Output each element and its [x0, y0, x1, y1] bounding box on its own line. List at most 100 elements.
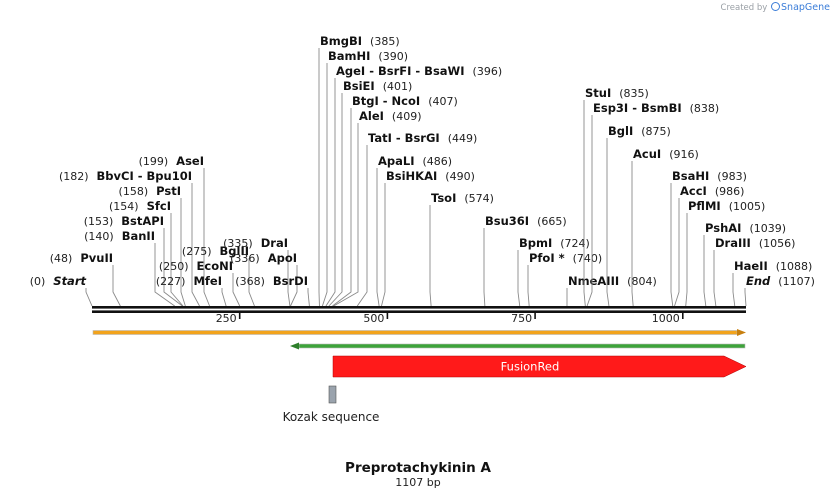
site-position: (409) [392, 110, 422, 123]
site-position: (390) [378, 50, 408, 63]
site-leader-line [232, 273, 241, 307]
site-nmeaiii[interactable]: NmeAIII (804) [566, 274, 657, 307]
site-bsrdi[interactable]: BsrDI (368) [235, 274, 310, 307]
site-agei-bsrfi-bsawi[interactable]: AgeI - BsrFI - BsaWI (396) [325, 64, 502, 307]
site-esp3i-bsmbi[interactable]: Esp3I - BsmBI (838) [586, 101, 719, 307]
site-name: HaeII [734, 259, 768, 273]
site-position: (983) [717, 170, 747, 183]
site-draiii[interactable]: DraIII (1056) [713, 236, 796, 307]
orf-forward-arrowhead [737, 329, 746, 336]
site-btgi-ncoi[interactable]: BtgI - NcoI (407) [332, 94, 458, 307]
site-name: BsiHKAI [386, 169, 437, 183]
site-tati-bsrgi[interactable]: TatI - BsrGI (449) [356, 131, 477, 307]
site-psti[interactable]: PstI (158) [119, 184, 186, 307]
site-bsihkai[interactable]: BsiHKAI (490) [381, 169, 475, 307]
site-leader-line [517, 250, 521, 307]
site-name: AleI [359, 109, 384, 123]
site-position: (804) [627, 275, 657, 288]
backbone-strand-top [92, 306, 746, 309]
site-pfoi[interactable]: PfoI * (740) [527, 251, 602, 307]
site-position: (227) [156, 275, 186, 288]
site-bsu36i[interactable]: Bsu36I (665) [483, 214, 567, 307]
site-leader-line [290, 265, 298, 307]
site-tsoi[interactable]: TsoI (574) [429, 191, 494, 307]
feature-fusionred[interactable]: FusionRed [332, 355, 747, 378]
site-leader-line [583, 100, 586, 307]
site-bamhi[interactable]: BamHI (390) [321, 49, 408, 307]
site-name: BmgBI [320, 34, 362, 48]
site-bmgbi[interactable]: BmgBI (385) [318, 34, 400, 307]
site-leader-line [332, 108, 352, 307]
site-asei[interactable]: AseI (199) [139, 154, 210, 307]
site-acci[interactable]: AccI (986) [674, 184, 745, 307]
orf-reverse[interactable] [290, 342, 746, 350]
site-alei[interactable]: AleI (409) [333, 109, 422, 307]
site-leader-line [170, 213, 184, 307]
site-bglii[interactable]: BglII (275) [182, 244, 255, 307]
site-pshai[interactable]: PshAI (1039) [703, 221, 786, 307]
site-apali[interactable]: ApaLI (486) [376, 154, 453, 307]
site-leader-line [713, 250, 717, 307]
site-leader-line [674, 198, 680, 307]
axis-tick-label-250: 250 [216, 312, 237, 325]
site-banii[interactable]: BanII (140) [84, 229, 175, 307]
site-position: (275) [182, 245, 212, 258]
site-stui[interactable]: StuI (835) [583, 86, 649, 307]
fusionred-arrow [332, 355, 747, 378]
site-econi[interactable]: EcoNI (250) [159, 259, 241, 307]
site-name: BbvCI - Bpu10I [97, 169, 192, 183]
site-name: BtgI - NcoI [352, 94, 420, 108]
site-position: (401) [383, 80, 413, 93]
site-position: (1056) [759, 237, 796, 250]
site-bstapi[interactable]: BstAPI (153) [84, 214, 183, 307]
site-leader-line [732, 273, 736, 307]
site-bsahi[interactable]: BsaHI (983) [670, 169, 747, 307]
site-leader-line [180, 198, 186, 307]
site-name: TatI - BsrGI [368, 131, 440, 145]
site-position: (154) [109, 200, 139, 213]
site-leader-line [333, 123, 359, 307]
site-leader-line [606, 138, 610, 307]
site-haeii[interactable]: HaeII (1088) [732, 259, 812, 307]
site-name: ApaLI [378, 154, 415, 168]
site-bbvci-bpu10i[interactable]: BbvCI - Bpu10I (182) [59, 169, 200, 307]
sequence-backbone [92, 306, 746, 313]
site-leader-line [287, 250, 291, 307]
site-position: (1039) [749, 222, 786, 235]
axis-ticks: 250 500 750 1000 [216, 312, 684, 325]
site-position: (250) [159, 260, 189, 273]
site-pvuii[interactable]: PvuII (48) [50, 251, 121, 307]
site-bgli[interactable]: BglI (875) [606, 124, 671, 307]
orf-reverse-arrowhead [290, 342, 299, 350]
orf-reverse-bar [298, 343, 746, 349]
credit-prefix: Created by [720, 3, 768, 13]
site-position: (407) [428, 95, 458, 108]
site-bsiei[interactable]: BsiEI (401) [328, 79, 413, 307]
site-position: (486) [423, 155, 453, 168]
kozak-label: Kozak sequence [283, 410, 380, 424]
site-bpmi[interactable]: BpmI (724) [517, 236, 590, 307]
site-end[interactable]: End (1107) [744, 274, 815, 307]
feature-kozak-sequence[interactable]: Kozak sequence [283, 385, 380, 424]
site-drai[interactable]: DraI (335) [223, 236, 291, 307]
site-position: (153) [84, 215, 114, 228]
axis-tick-label-1000: 1000 [652, 312, 680, 325]
site-pflmi[interactable]: PflMI (1005) [685, 199, 766, 307]
site-leader-line [85, 288, 93, 307]
orf-forward[interactable] [92, 329, 746, 336]
site-mfei[interactable]: MfeI (227) [156, 274, 227, 307]
site-name: Start [53, 274, 86, 288]
site-name: PvuII [80, 251, 113, 265]
kozak-box [328, 385, 337, 404]
site-position: (335) [223, 237, 253, 250]
site-sfci[interactable]: SfcI (154) [109, 199, 184, 307]
site-apoi[interactable]: ApoI (336) [230, 251, 298, 307]
site-name: AccI [680, 184, 707, 198]
site-position: (665) [537, 215, 567, 228]
site-acui[interactable]: AcuI (916) [631, 147, 699, 307]
site-name: BsaHI [672, 169, 709, 183]
site-leader-line [429, 205, 432, 307]
site-position: (48) [50, 252, 73, 265]
site-leader-line [586, 115, 593, 307]
site-start[interactable]: Start (0) [30, 274, 93, 307]
